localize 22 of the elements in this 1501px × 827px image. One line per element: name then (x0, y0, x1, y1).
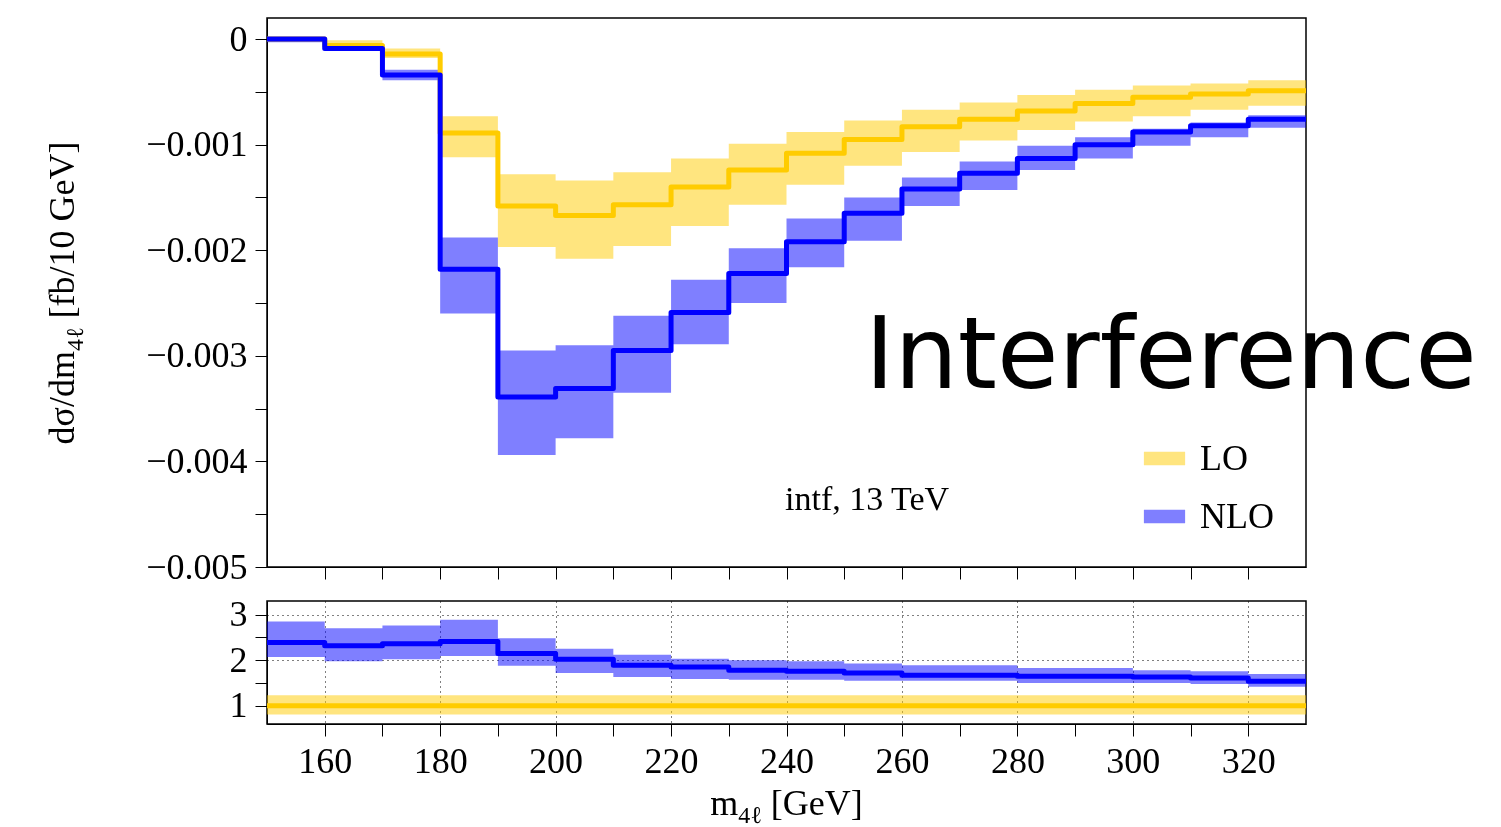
y-tick-label: −0.003 (146, 335, 248, 376)
x-tick-label: 160 (298, 740, 353, 781)
y-tick-label: 0 (229, 18, 248, 59)
y-tick-label: −0.005 (146, 546, 248, 587)
y-tick-label: −0.004 (146, 440, 248, 481)
x-tick-label: 240 (760, 740, 814, 781)
x-tick-label: 220 (644, 740, 699, 781)
legend-label: NLO (1200, 495, 1274, 536)
x-tick-label: 300 (1106, 740, 1161, 781)
annotation: intf, 13 TeV (785, 480, 950, 517)
y-tick-label: 3 (229, 594, 248, 635)
y-tick-label: −0.002 (146, 229, 248, 270)
y-tick-label: −0.001 (146, 124, 248, 165)
legend-label: LO (1200, 437, 1248, 478)
y-tick-label: 2 (229, 639, 248, 680)
x-tick-label: 200 (529, 740, 584, 781)
x-tick-label: 260 (875, 740, 930, 781)
x-tick-label: 320 (1221, 740, 1276, 781)
x-axis-title: m$_{4ℓ}$ [GeV] (710, 782, 863, 827)
y-tick-label: 1 (229, 685, 248, 726)
x-tick-label: 280 (990, 740, 1045, 781)
x-tick-label: 180 (413, 740, 468, 781)
